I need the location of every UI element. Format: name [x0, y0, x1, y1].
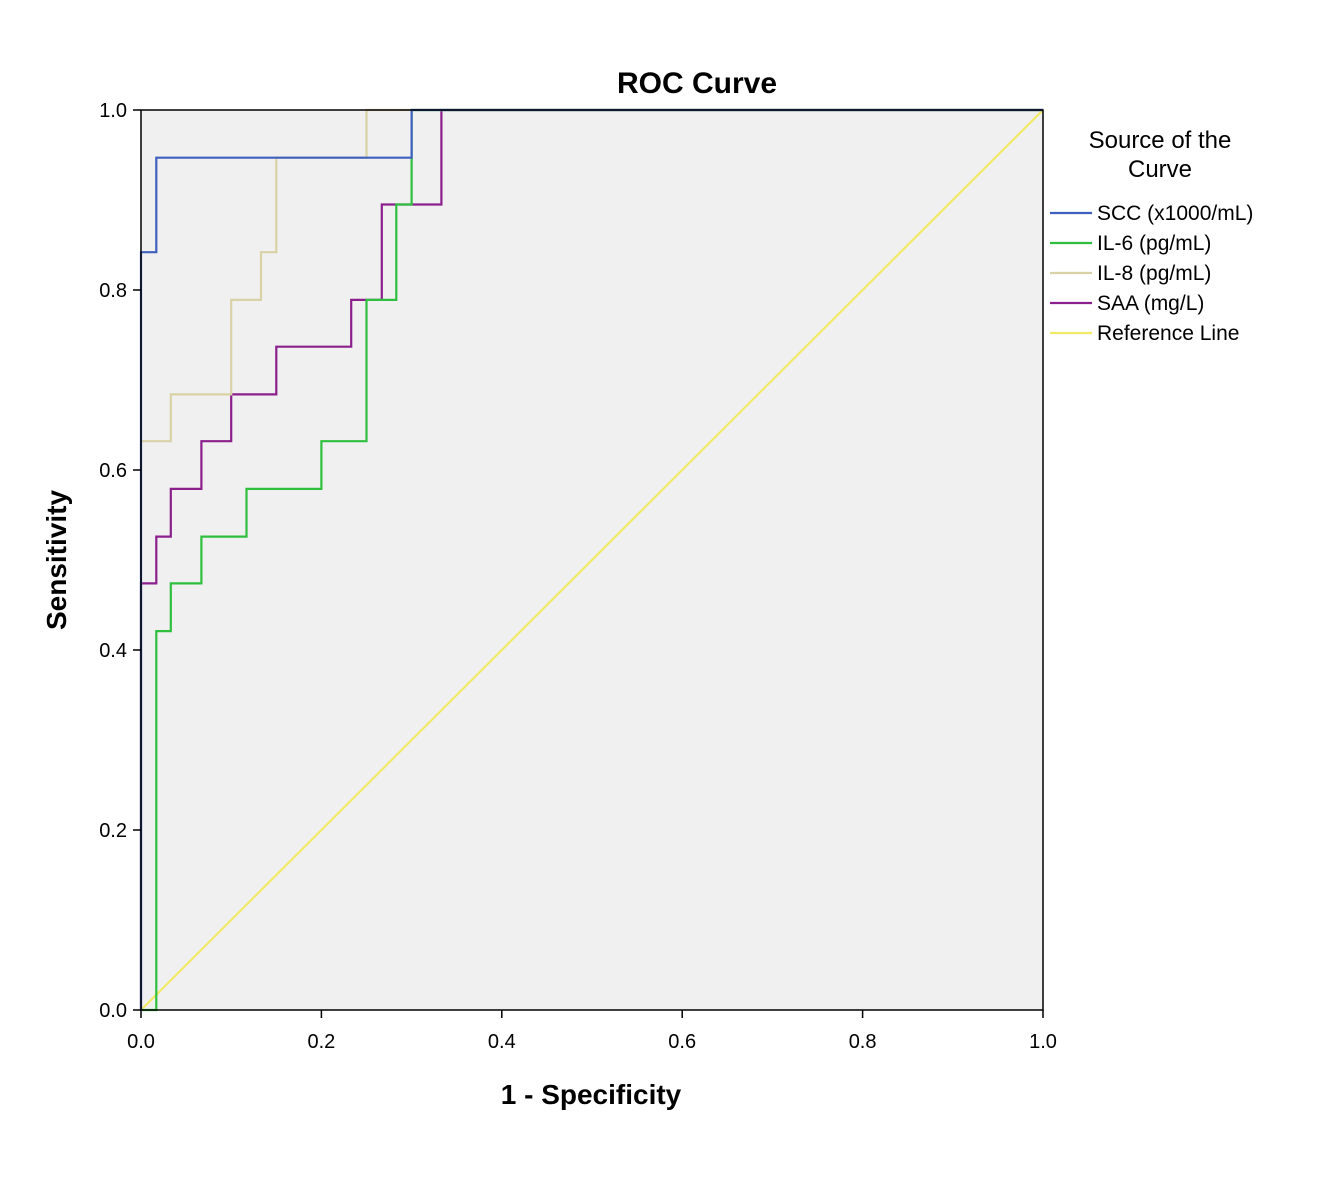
y-tick-label: 0.2	[99, 820, 127, 842]
y-tick-label: 0.6	[99, 460, 127, 482]
chart-title: ROC Curve	[617, 67, 777, 100]
x-tick-label: 0.6	[668, 1031, 696, 1053]
curve-reference-line	[140, 109, 1044, 1011]
x-tick-label: 0.2	[307, 1031, 335, 1053]
legend-label: IL-8 (pg/mL)	[1097, 262, 1211, 285]
plot-frame	[140, 109, 1044, 1011]
x-tick-label: 0.0	[127, 1031, 155, 1053]
legend-title: Source of the	[1089, 127, 1232, 154]
y-tick-label: 0.4	[99, 640, 127, 662]
legend-title: Curve	[1128, 156, 1192, 183]
legend-label: SAA (mg/L)	[1097, 292, 1204, 315]
axis-ticks: 0.0 0.2 0.4 0.6 0.8 1.0 0.0 0.2 0.4 0.6 0.8 1.0	[99, 100, 1057, 1053]
x-tick-label: 0.8	[849, 1031, 877, 1053]
y-tick-label: 1.0	[99, 100, 127, 122]
curve-il-6-pg-ml	[141, 108, 1043, 1012]
y-axis-title: Sensitivity	[41, 490, 72, 630]
legend-label: IL-6 (pg/mL)	[1097, 232, 1211, 255]
x-tick-label: 1.0	[1029, 1031, 1057, 1053]
curves-layer	[139, 108, 1044, 1012]
legend-label: Reference Line	[1097, 322, 1239, 345]
legend-label: SCC (x1000/mL)	[1097, 202, 1253, 225]
x-axis-title: 1 - Specificity	[501, 1079, 682, 1110]
x-tick-label: 0.4	[488, 1031, 516, 1053]
y-tick-label: 0.0	[99, 1000, 127, 1022]
y-tick-label: 0.8	[99, 280, 127, 302]
